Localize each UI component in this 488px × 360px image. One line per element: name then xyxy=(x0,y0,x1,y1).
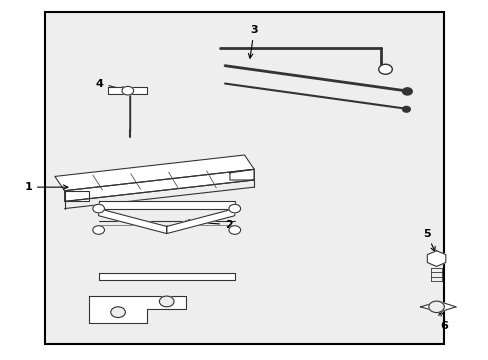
Polygon shape xyxy=(427,251,445,266)
Polygon shape xyxy=(229,169,254,180)
Circle shape xyxy=(428,301,444,312)
Circle shape xyxy=(402,88,411,95)
Circle shape xyxy=(228,226,240,234)
Polygon shape xyxy=(420,301,455,312)
Circle shape xyxy=(122,86,133,95)
Circle shape xyxy=(228,204,240,213)
Polygon shape xyxy=(89,296,186,323)
Circle shape xyxy=(402,107,409,112)
Polygon shape xyxy=(99,208,166,234)
Polygon shape xyxy=(166,208,234,234)
Text: 5: 5 xyxy=(422,229,434,251)
Circle shape xyxy=(93,226,104,234)
Text: 1: 1 xyxy=(24,182,68,192)
Polygon shape xyxy=(108,87,147,94)
Text: 2: 2 xyxy=(185,220,232,230)
Circle shape xyxy=(93,204,104,213)
Text: 4: 4 xyxy=(96,78,126,91)
Text: 3: 3 xyxy=(248,25,258,58)
Polygon shape xyxy=(64,169,254,202)
Circle shape xyxy=(111,307,125,318)
Polygon shape xyxy=(55,155,254,191)
Polygon shape xyxy=(99,273,234,280)
Circle shape xyxy=(379,65,390,73)
FancyBboxPatch shape xyxy=(45,12,443,344)
Circle shape xyxy=(159,296,174,307)
Polygon shape xyxy=(99,202,234,208)
Polygon shape xyxy=(64,191,89,202)
Text: 6: 6 xyxy=(438,311,447,332)
